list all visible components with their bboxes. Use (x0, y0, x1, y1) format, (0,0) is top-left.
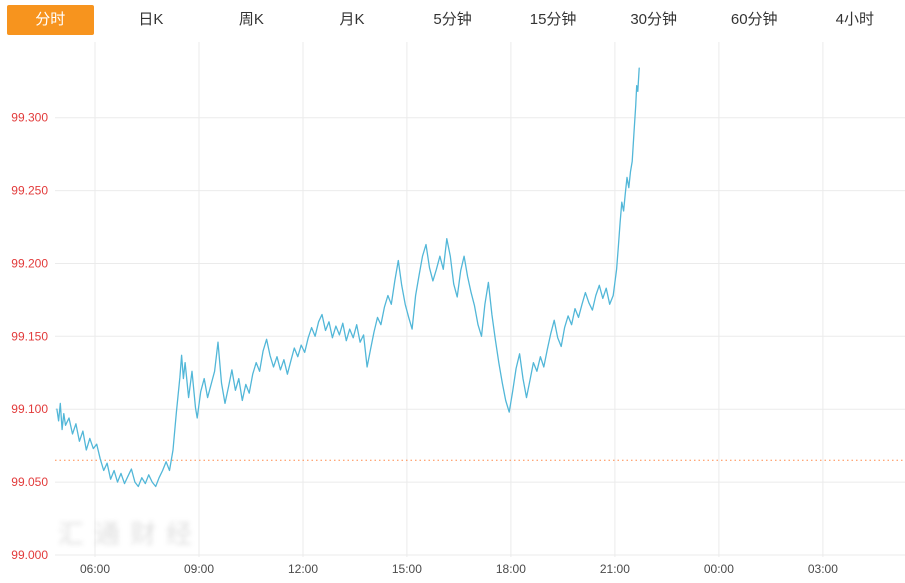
svg-text:12:00: 12:00 (288, 562, 318, 576)
y-axis-labels: 99.000 99.050 99.100 99.150 99.200 99.250 99.3… (11, 111, 48, 562)
tab-4hour[interactable]: 4小时 (835, 11, 874, 28)
chart-area: 99.000 99.050 99.100 99.150 99.200 99.250 99.3… (0, 40, 905, 583)
tab-day-k[interactable]: 日K (138, 11, 164, 28)
tab-month-k[interactable]: 月K (339, 11, 365, 28)
svg-text:06:00: 06:00 (80, 562, 110, 576)
svg-text:99.100: 99.100 (11, 402, 48, 416)
svg-text:00:00: 00:00 (704, 562, 734, 576)
svg-text:15:00: 15:00 (392, 562, 422, 576)
svg-text:99.250: 99.250 (11, 184, 48, 198)
svg-text:99.050: 99.050 (11, 475, 48, 489)
x-axis-labels: 06:00 09:00 12:00 15:00 18:00 21:00 00:00 03:00 (80, 562, 838, 576)
price-line (56, 67, 640, 488)
price-chart[interactable]: 99.000 99.050 99.100 99.150 99.200 99.250 99.3… (0, 40, 905, 583)
svg-text:09:00: 09:00 (184, 562, 214, 576)
tab-timeline[interactable]: 分时 (7, 5, 94, 35)
svg-text:99.200: 99.200 (11, 257, 48, 271)
tab-5min[interactable]: 5分钟 (433, 11, 472, 28)
tab-30min[interactable]: 30分钟 (630, 11, 677, 28)
svg-text:21:00: 21:00 (600, 562, 630, 576)
tab-week-k[interactable]: 周K (238, 11, 264, 28)
svg-text:99.300: 99.300 (11, 111, 48, 125)
svg-text:18:00: 18:00 (496, 562, 526, 576)
interval-tabs: 分时 日K 周K 月K 5分钟 15分钟 30分钟 60分钟 4小时 (0, 0, 905, 40)
svg-text:99.000: 99.000 (11, 548, 48, 562)
grid-lines (55, 42, 905, 557)
svg-text:03:00: 03:00 (808, 562, 838, 576)
tab-60min[interactable]: 60分钟 (730, 11, 778, 28)
tab-15min[interactable]: 15分钟 (529, 11, 577, 28)
svg-text:99.150: 99.150 (11, 329, 48, 343)
